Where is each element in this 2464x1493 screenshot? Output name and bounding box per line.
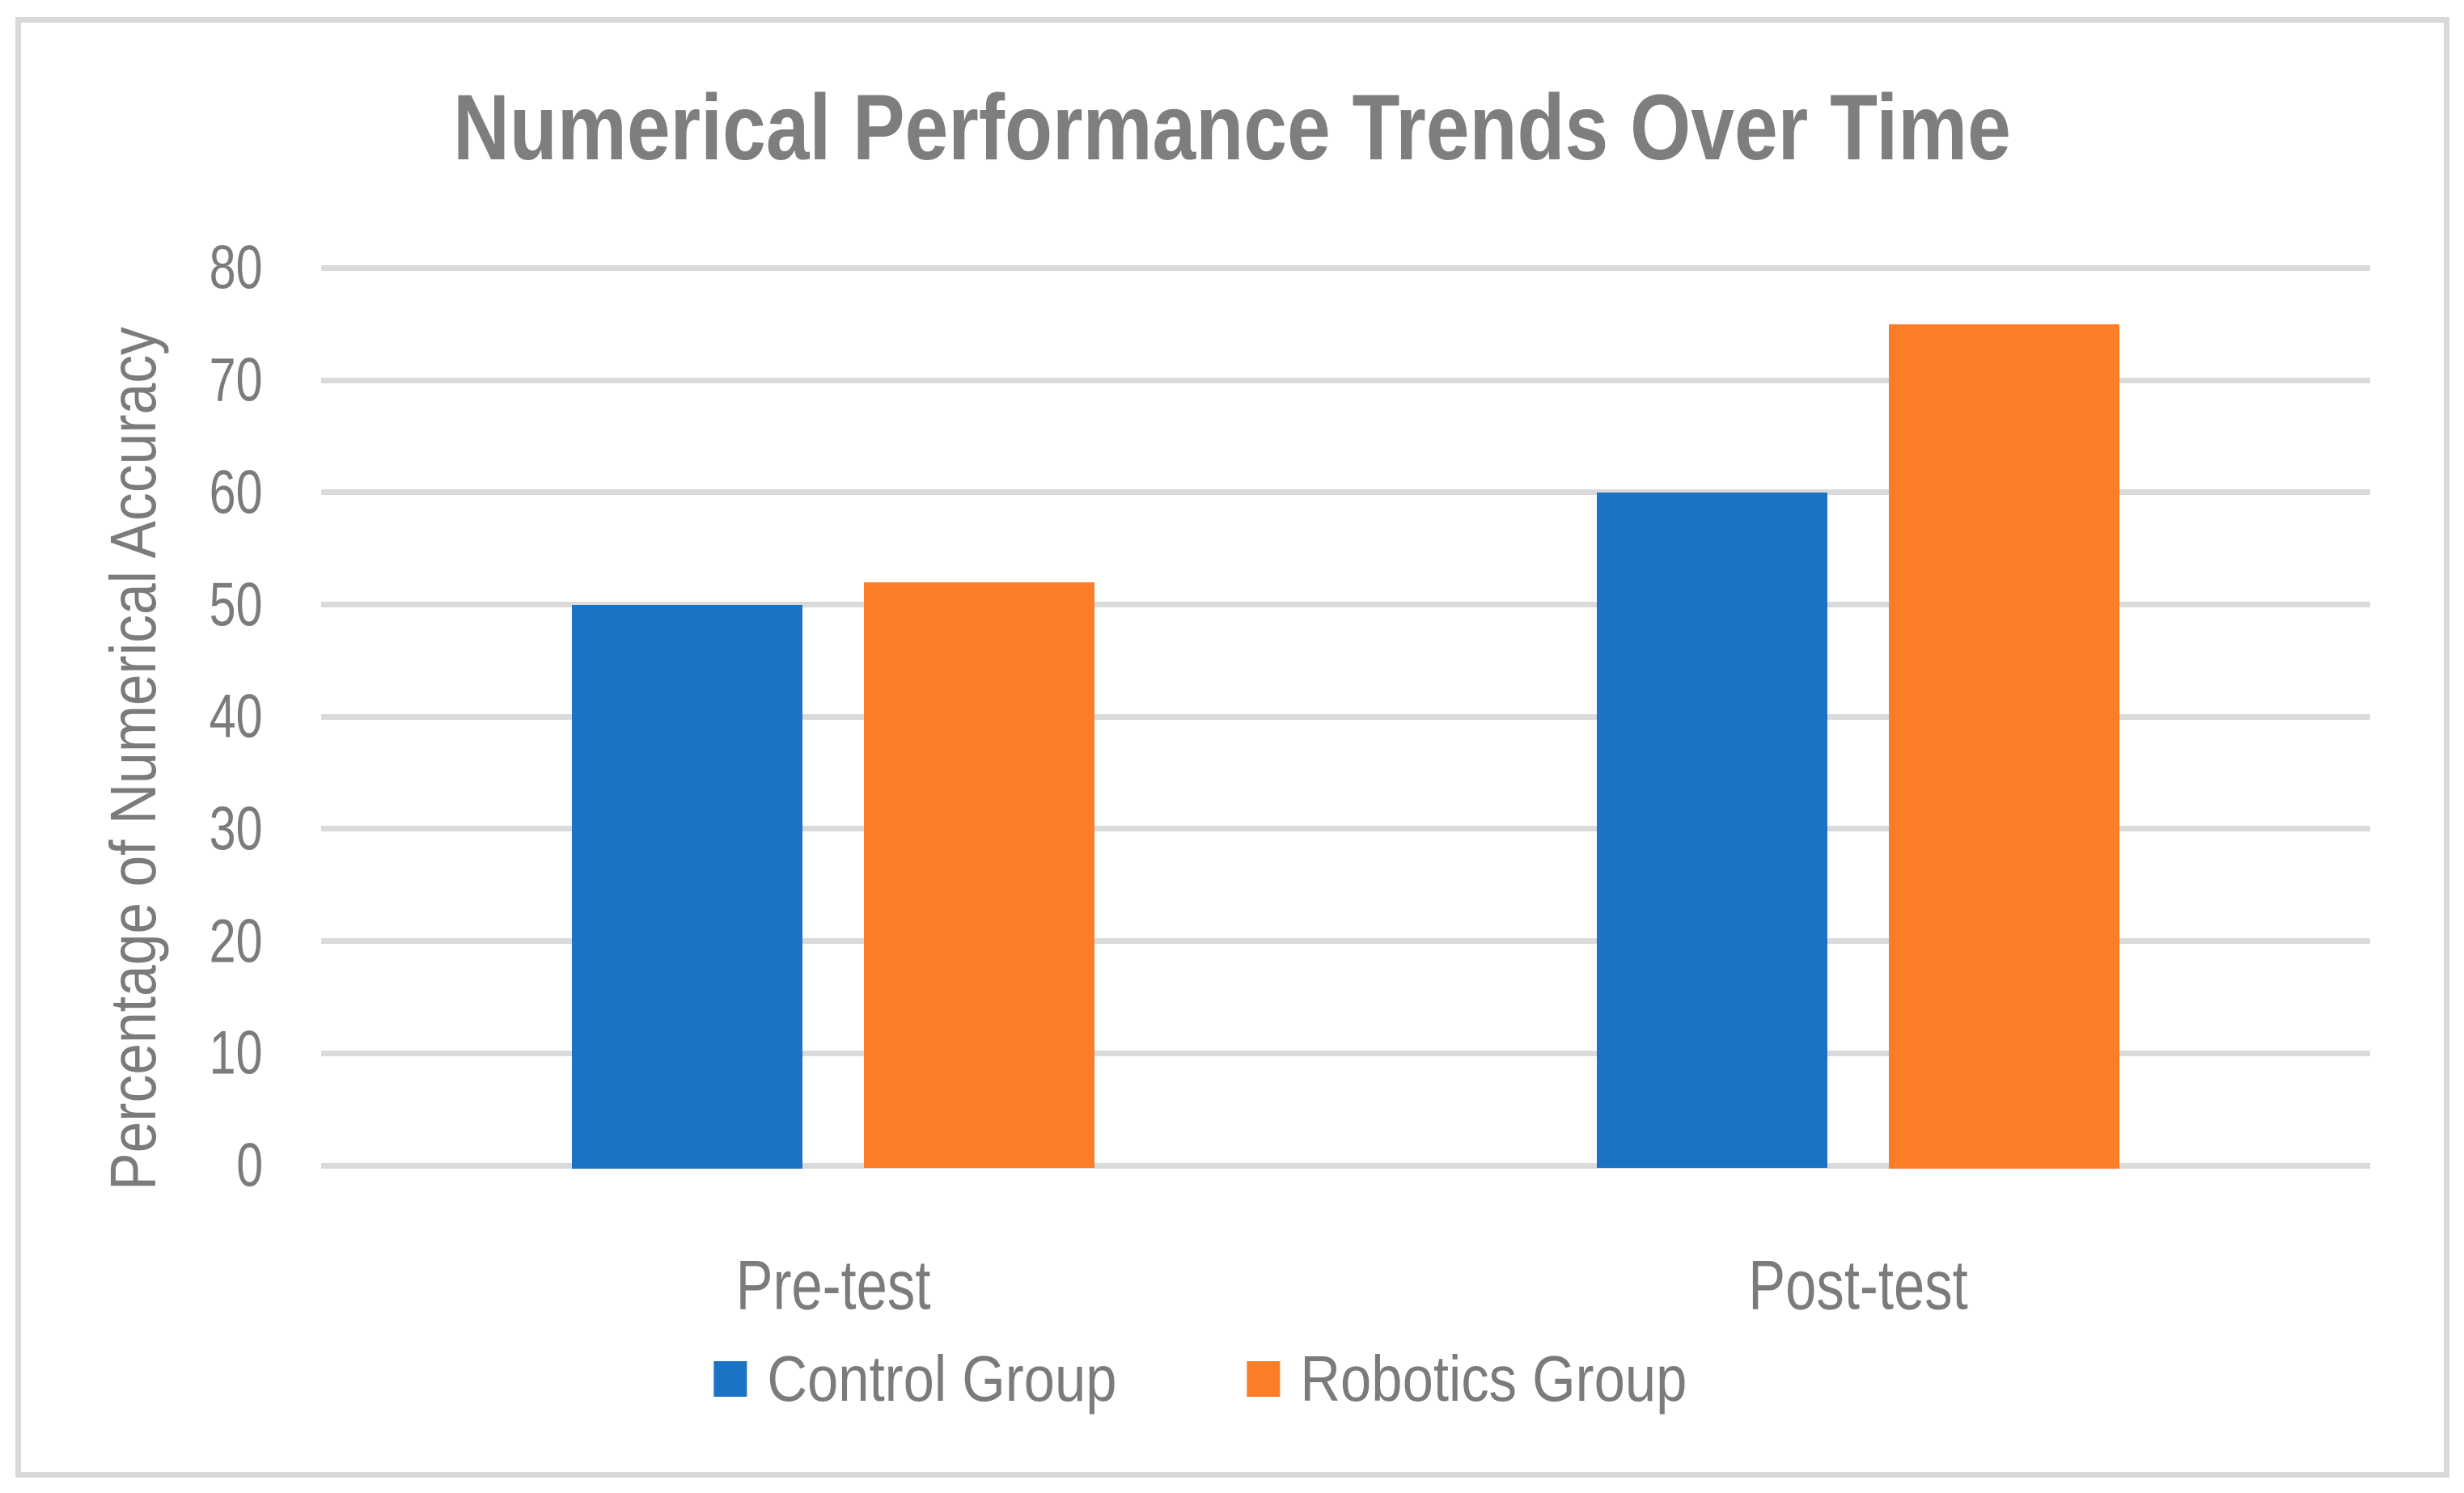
legend-swatch-robotics-group [1247, 1361, 1281, 1397]
gridline-y-80 [321, 264, 2370, 271]
y-axis-tick-label-20: 20 [210, 907, 263, 976]
y-axis-tick-label-50: 50 [210, 570, 263, 639]
bar-control-group-post-test [1596, 492, 1827, 1169]
gridline-y-60 [321, 489, 2370, 496]
gridline-y-50 [321, 602, 2370, 607]
legend-label-robotics-group: Robotics Group [1300, 1343, 1687, 1415]
y-axis-title: Percentage of Numerical Accuracy [97, 327, 169, 1191]
gridline-y-10 [321, 1050, 2370, 1056]
legend-swatch-control-group [713, 1361, 747, 1397]
y-axis-tick-label-10: 10 [210, 1018, 263, 1088]
legend-item-control-group: Control Group [713, 1342, 1173, 1416]
y-axis-tick-label-30: 30 [210, 794, 263, 864]
gridline-y-20 [321, 938, 2370, 945]
y-axis-tick-label-0: 0 [236, 1131, 263, 1200]
legend-item-robotics-group: Robotics Group [1247, 1342, 1751, 1416]
y-axis-tick-label-80: 80 [210, 233, 263, 302]
legend: Control Group Robotics Group [713, 1342, 1750, 1416]
x-axis-category-label-pre-test: Pre-test [735, 1246, 931, 1325]
bar-control-group-pre-test [572, 604, 803, 1169]
chart-frame [15, 17, 2449, 1478]
bar-robotics-group-post-test [1888, 324, 2119, 1169]
legend-label-control-group: Control Group [767, 1343, 1117, 1415]
gridline-y-40 [321, 713, 2370, 720]
gridline-y-30 [321, 826, 2370, 832]
y-axis-tick-label-70: 70 [210, 345, 263, 415]
bar-robotics-group-pre-test [864, 582, 1095, 1169]
chart-title: Numerical Performance Trends Over Time [453, 76, 2011, 180]
x-axis-category-label-post-test: Post-test [1748, 1246, 1968, 1325]
y-axis-tick-label-40: 40 [210, 682, 263, 751]
y-axis-tick-label-60: 60 [210, 458, 263, 527]
gridline-y-0 [321, 1162, 2370, 1169]
gridline-y-70 [321, 377, 2370, 383]
